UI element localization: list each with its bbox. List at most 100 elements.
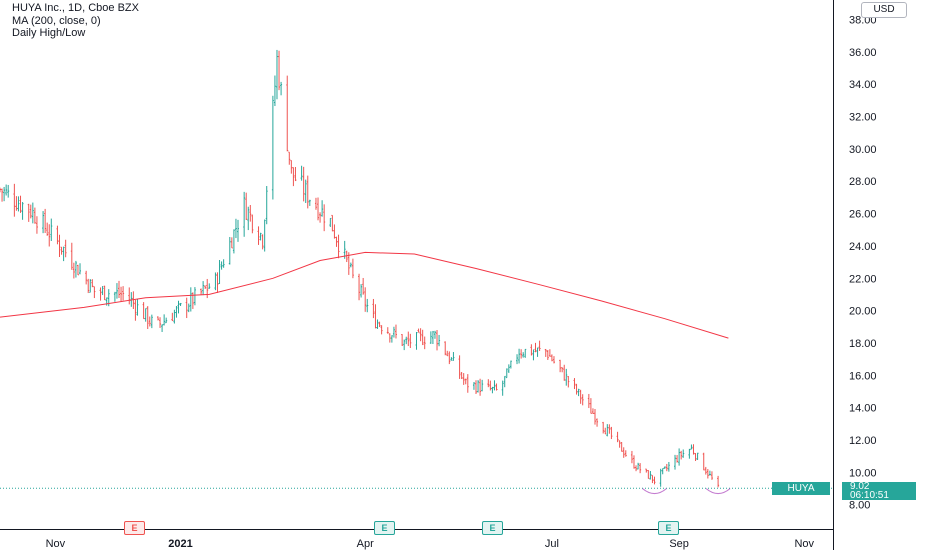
ohlc-bar xyxy=(538,340,541,351)
ohlc-bar xyxy=(436,329,439,351)
ohlc-bar xyxy=(3,186,6,202)
ohlc-bar xyxy=(263,219,266,252)
ohlc-bar xyxy=(696,452,699,460)
ohlc-bar xyxy=(159,317,162,328)
ohlc-bar xyxy=(200,288,203,296)
ohlc-bar xyxy=(364,287,367,312)
ohlc-bar xyxy=(667,461,670,472)
ohlc-bar xyxy=(294,167,297,182)
ohlc-bar xyxy=(292,167,295,187)
currency-button[interactable]: USD xyxy=(861,2,907,18)
ohlc-bar xyxy=(596,418,599,427)
ohlc-bar xyxy=(653,476,656,485)
ohlc-bar xyxy=(661,467,664,475)
ohlc-bar xyxy=(165,317,168,324)
ohlc-bar xyxy=(19,195,22,213)
ohlc-bar xyxy=(501,380,504,396)
price-tick-label: 10.00 xyxy=(849,467,877,479)
ohlc-bar xyxy=(319,212,322,223)
ohlc-bar xyxy=(464,378,467,385)
ohlc-bar xyxy=(401,334,404,346)
ohlc-bar xyxy=(27,203,30,222)
ohlc-bar xyxy=(429,331,432,344)
price-tick-label: 36.00 xyxy=(849,47,877,59)
ohlc-bar xyxy=(93,286,96,299)
ohlc-bar xyxy=(302,166,305,202)
ohlc-bar xyxy=(132,291,135,309)
ohlc-bar xyxy=(688,448,691,459)
ohlc-bar xyxy=(376,319,379,329)
ohlc-bar xyxy=(479,378,482,396)
ohlc-bar xyxy=(321,200,324,217)
ticker-badge: HUYA xyxy=(772,482,830,495)
ohlc-bar xyxy=(70,242,73,270)
ohlc-bar xyxy=(561,367,564,373)
ohlc-bar xyxy=(694,453,697,462)
ohlc-bar xyxy=(620,442,623,452)
ohlc-bar xyxy=(388,333,391,343)
price-tick-label: 32.00 xyxy=(849,111,877,123)
ohlc-bar xyxy=(56,225,59,245)
price-tick-label: 18.00 xyxy=(849,338,877,350)
ohlc-bar xyxy=(622,447,625,458)
ohlc-bar xyxy=(489,380,492,391)
earnings-marker[interactable]: E xyxy=(124,521,145,535)
ohlc-bar xyxy=(48,224,51,247)
ohlc-bar xyxy=(477,380,480,393)
ohlc-bar xyxy=(329,217,332,227)
earnings-marker[interactable]: E xyxy=(482,521,503,535)
ohlc-bar xyxy=(532,349,535,361)
ohlc-bar xyxy=(706,469,709,479)
ohlc-bar xyxy=(472,382,475,390)
ohlc-bar xyxy=(491,386,494,394)
ohlc-bar xyxy=(423,336,426,350)
time-tick-label: Jul xyxy=(545,538,559,550)
ohlc-bar xyxy=(565,368,568,386)
daily-low-marker xyxy=(705,488,731,495)
ohlc-bar xyxy=(218,259,221,284)
ohlc-bar xyxy=(635,465,638,472)
ohlc-bar xyxy=(659,468,662,487)
ohlc-bar xyxy=(179,302,182,306)
ohlc-bar xyxy=(220,261,223,270)
ohlc-bar xyxy=(548,349,551,357)
ohlc-bar xyxy=(386,327,389,334)
ohlc-bar xyxy=(331,214,334,232)
ohlc-bar xyxy=(360,284,363,298)
ohlc-bar xyxy=(507,364,510,373)
ohlc-bar xyxy=(366,298,369,313)
ohlc-bar xyxy=(247,206,250,231)
legend-high-low[interactable]: Daily High/Low xyxy=(12,27,86,39)
time-tick-label: 2021 xyxy=(168,538,192,550)
ohlc-bar xyxy=(624,450,627,457)
ohlc-bar xyxy=(577,388,580,397)
price-axis: 8.00 10.00 12.00 14.00 16.00 18.00 20.00 22.00 2… xyxy=(849,14,877,511)
ohlc-bar xyxy=(46,222,49,236)
ohlc-bar xyxy=(509,360,512,369)
ohlc-bar xyxy=(89,279,92,293)
ohlc-bar xyxy=(372,298,375,319)
earnings-marker[interactable]: E xyxy=(374,521,395,535)
earnings-marker[interactable]: E xyxy=(658,521,679,535)
ohlc-bar xyxy=(618,440,621,448)
ohlc-bar xyxy=(72,262,75,279)
price-tick-label: 24.00 xyxy=(849,241,877,253)
ohlc-bar xyxy=(674,454,677,470)
legend-symbol[interactable]: HUYA Inc., 1D, Cboe BZX xyxy=(12,2,139,14)
ohlc-bar xyxy=(261,234,264,250)
ohlc-bar xyxy=(702,452,705,471)
legend-ma[interactable]: MA (200, close, 0) xyxy=(12,14,101,27)
ohlc-bar xyxy=(249,205,252,222)
ohlc-bar xyxy=(204,285,207,289)
ohlc-bar xyxy=(448,351,451,365)
ohlc-bar xyxy=(450,357,453,361)
ohlc-bar xyxy=(62,246,65,262)
ohlc-bar xyxy=(146,306,149,329)
ohlc-bar xyxy=(150,314,153,329)
ohlc-bar xyxy=(589,398,592,414)
ohlc-bar xyxy=(163,314,166,326)
ohlc-bar xyxy=(35,216,38,234)
time-tick-label: Sep xyxy=(669,538,689,550)
ohlc-bar xyxy=(185,297,188,319)
